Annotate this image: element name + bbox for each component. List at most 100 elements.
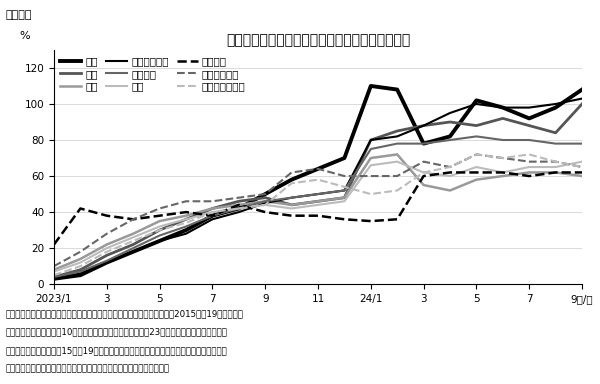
日本	[130, 250, 137, 254]
日本	[288, 177, 295, 182]
米国	[341, 199, 348, 204]
タイ	[235, 203, 242, 207]
シンガポール	[209, 217, 216, 222]
Text: %: %	[20, 31, 31, 41]
オーストラリア	[77, 264, 84, 268]
ベトナム	[526, 138, 533, 142]
タイ	[473, 177, 480, 182]
シンガポール	[499, 105, 506, 110]
インドネシア	[526, 159, 533, 164]
ブルネイ	[235, 203, 242, 207]
オーストラリア	[50, 273, 58, 278]
オーストラリア	[473, 152, 480, 157]
韓国	[499, 116, 506, 121]
シンガポール	[77, 271, 84, 276]
ブルネイ	[341, 217, 348, 222]
日本	[103, 260, 110, 265]
オーストラリア	[446, 165, 454, 169]
韓国	[262, 195, 269, 200]
韓国	[77, 267, 84, 272]
日本	[156, 238, 163, 243]
Text: 中国人観光客数が10万人以上の国を表示。回復水準は23年以降の各月の各国に向かう: 中国人観光客数が10万人以上の国を表示。回復水準は23年以降の各月の各国に向かう	[6, 328, 228, 336]
ベトナム	[446, 138, 454, 142]
シンガポール	[156, 238, 163, 243]
ベトナム	[182, 224, 190, 229]
日本	[341, 156, 348, 161]
ブルネイ	[314, 214, 322, 218]
ベトナム	[394, 141, 401, 146]
インドネシア	[578, 165, 586, 169]
韓国	[235, 199, 242, 204]
タイ	[552, 170, 559, 175]
ベトナム	[209, 214, 216, 218]
米国	[578, 159, 586, 164]
Line: シンガポール: シンガポール	[54, 99, 582, 279]
ベトナム	[130, 246, 137, 250]
オーストラリア	[182, 220, 190, 225]
インドネシア	[130, 217, 137, 222]
日本	[394, 87, 401, 92]
韓国	[156, 228, 163, 232]
タイ	[314, 199, 322, 204]
米国	[103, 246, 110, 250]
米国	[130, 235, 137, 240]
Title: 主要国における中国人観光客数の回復水準の推移: 主要国における中国人観光客数の回復水準の推移	[226, 33, 410, 47]
Text: （出所）　ＪＮＴＯ「訪日外客数」、ＣＥＩＣ資料から浜銀総研作成。: （出所） ＪＮＴＯ「訪日外客数」、ＣＥＩＣ資料から浜銀総研作成。	[6, 364, 170, 373]
韓国	[473, 123, 480, 128]
タイ	[262, 199, 269, 204]
インドネシア	[446, 165, 454, 169]
インドネシア	[103, 232, 110, 236]
シンガポール	[446, 111, 454, 115]
米国	[473, 165, 480, 169]
シンガポール	[182, 232, 190, 236]
インドネシア	[499, 156, 506, 161]
米国	[526, 165, 533, 169]
韓国	[526, 123, 533, 128]
ブルネイ	[420, 174, 427, 178]
タイ	[578, 174, 586, 178]
日本	[473, 98, 480, 103]
米国	[367, 163, 374, 167]
インドネシア	[420, 159, 427, 164]
韓国	[578, 102, 586, 106]
インドネシア	[473, 152, 480, 157]
タイ	[394, 152, 401, 157]
インドネシア	[341, 174, 348, 178]
日本	[420, 141, 427, 146]
日本	[526, 116, 533, 121]
シンガポール	[526, 105, 533, 110]
インドネシア	[262, 192, 269, 196]
米国	[288, 206, 295, 211]
米国	[314, 203, 322, 207]
Line: インドネシア: インドネシア	[54, 154, 582, 266]
日本	[235, 206, 242, 211]
インドネシア	[182, 199, 190, 204]
オーストラリア	[130, 238, 137, 243]
ベトナム	[499, 138, 506, 142]
タイ	[77, 257, 84, 261]
タイ	[446, 188, 454, 193]
米国	[262, 203, 269, 207]
タイ	[156, 219, 163, 223]
インドネシア	[50, 264, 58, 268]
ベトナム	[77, 269, 84, 274]
タイ	[209, 206, 216, 211]
タイ	[50, 267, 58, 272]
Line: ブルネイ: ブルネイ	[54, 172, 582, 245]
オーストラリア	[262, 203, 269, 207]
シンガポール	[394, 134, 401, 139]
シンガポール	[420, 123, 427, 128]
ブルネイ	[473, 170, 480, 175]
インドネシア	[314, 167, 322, 171]
韓国	[341, 195, 348, 200]
Line: オーストラリア: オーストラリア	[54, 154, 582, 275]
Line: 韓国: 韓国	[54, 104, 582, 277]
日本	[182, 228, 190, 232]
ベトナム	[341, 188, 348, 193]
ブルネイ	[499, 170, 506, 175]
シンガポール	[50, 276, 58, 281]
ブルネイ	[50, 242, 58, 247]
タイ	[499, 174, 506, 178]
インドネシア	[77, 250, 84, 254]
シンガポール	[235, 210, 242, 214]
